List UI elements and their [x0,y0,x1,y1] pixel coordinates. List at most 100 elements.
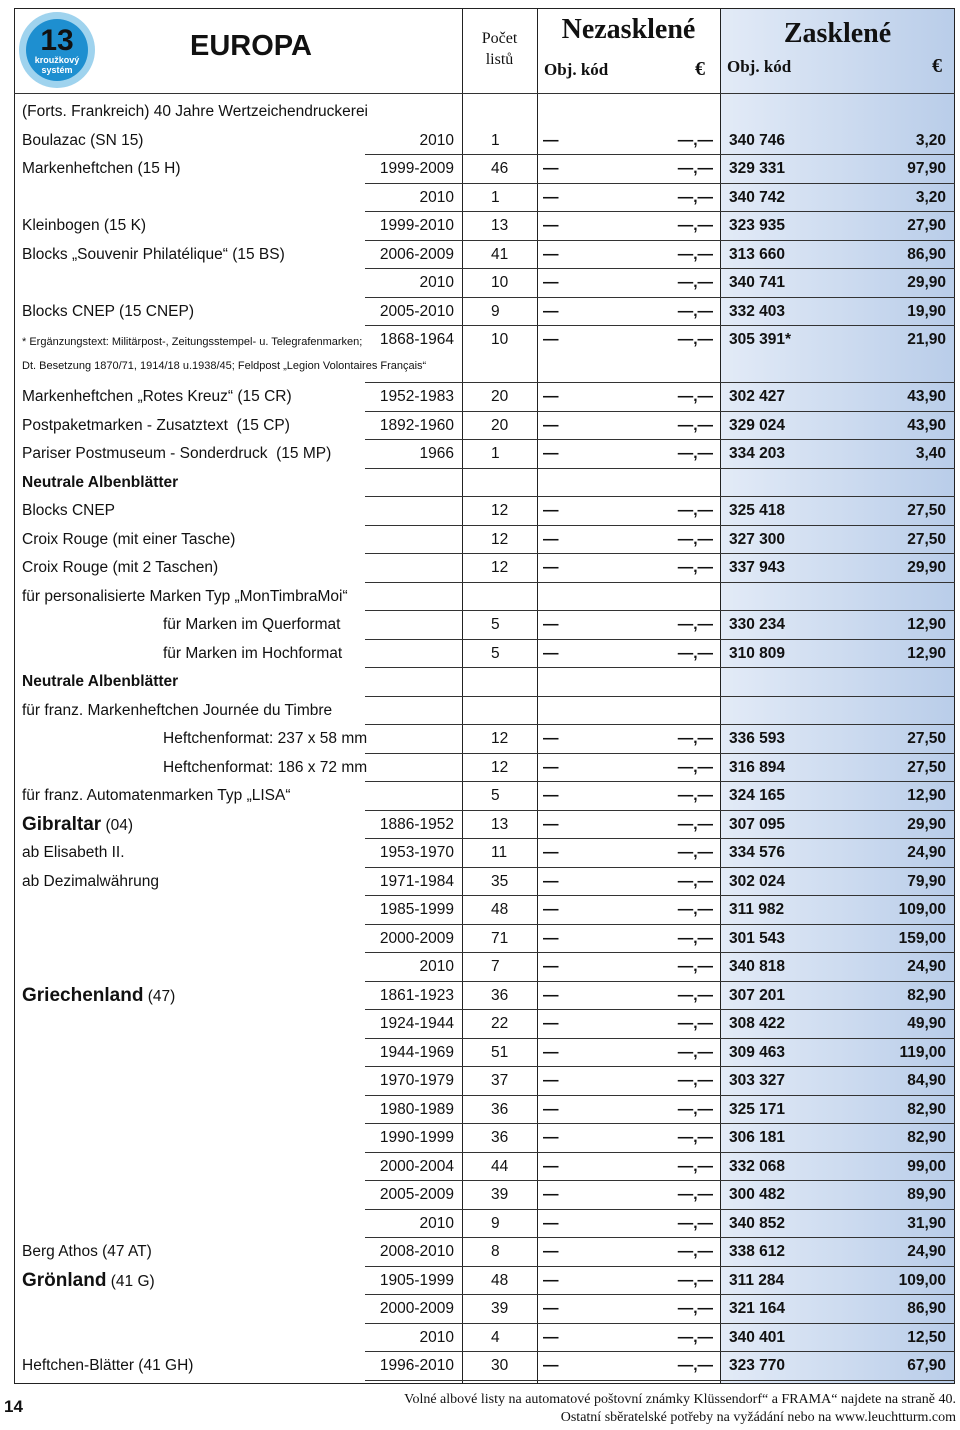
country-code: (41 G) [106,1272,155,1290]
year: 1952-1983 [379,388,454,405]
price: 97,90 [907,160,946,177]
code: 334 576 [729,844,786,861]
price: 24,90 [907,958,946,975]
unglazed-price: —,— [677,331,713,348]
price: 82,90 [907,1100,946,1118]
unglazed-price: —,— [677,388,713,405]
unglazed-price: —,— [677,274,713,291]
price: 29,90 [907,274,946,291]
row-line [365,695,955,697]
unglazed-code: — [543,644,559,662]
unglazed-price: —,— [677,302,713,320]
code: 311 982 [729,901,785,918]
country-entry: Griechenland (47) [22,982,175,1011]
count: 36 [491,1100,509,1118]
code-label: Obj. kód [727,57,792,76]
price: 49,90 [907,1015,946,1032]
row-line [365,667,955,668]
code: 340 741 [729,274,786,291]
row-line [365,325,955,326]
count: 37 [491,1072,509,1089]
year: 1892-1960 [379,416,454,434]
price: 86,90 [907,245,946,263]
year: 1966 [419,445,454,462]
unglazed-price: —,— [677,815,713,833]
price: 24,90 [907,844,946,861]
count: 20 [491,416,509,434]
row-line [365,952,955,953]
unglazed-price: —,— [677,986,713,1004]
price: 159,00 [898,929,946,947]
unglazed-code: — [543,929,559,947]
unglazed-code: — [543,302,559,320]
price: 12,50 [907,1328,946,1346]
code: 336 593 [729,730,786,747]
price: 12,90 [907,616,946,633]
count: 30 [491,1357,509,1374]
row-line [365,610,955,611]
count: 12 [491,758,509,776]
footer-text: Ostatní sběratelské potřeby na vyžádání … [560,1410,956,1425]
row-line [365,895,955,896]
price: 43,90 [907,416,946,434]
code: 340 401 [729,1328,786,1346]
unglazed-price: —,— [677,131,713,149]
unglazed-price: —,— [677,217,713,234]
unglazed-code: — [543,416,559,434]
description: Blocks CNEP [22,502,116,519]
year: 2010 [419,1214,454,1232]
description: Blocks CNEP (15 CNEP) [22,302,194,320]
year: 1944-1969 [379,1043,454,1061]
unglazed-code: — [543,872,559,890]
code: 334 203 [729,445,786,462]
code: 327 300 [729,530,786,548]
unglazed-price: —,— [677,730,713,747]
footer-text: Volné albové listy na automatové poštovn… [404,1392,956,1407]
title: EUROPA [190,30,312,62]
page-number: 14 [4,1397,23,1416]
description: Blocks „Souvenir Philatélique“ (15 BS) [22,245,285,263]
heading: Neutrale Albenblätter [22,673,179,690]
description: Boulazac (SN 15) [22,131,144,149]
row-line [365,781,955,782]
year: 1868-1964 [379,331,454,348]
row-line [365,581,955,583]
unglazed-price: —,— [677,929,713,947]
unglazed-code: — [543,901,559,918]
row-line [365,1180,955,1181]
unglazed-code: — [543,1043,559,1061]
count: 7 [491,958,500,975]
description: Croix Rouge (mit einer Tasche) [22,530,236,548]
unglazed-code: — [543,530,559,548]
country: Gibraltar [22,813,102,835]
unglazed-price: —,— [677,502,713,519]
code: 323 770 [729,1357,786,1374]
count: 1 [491,131,500,149]
unglazed-code: — [543,1243,559,1260]
count: 9 [491,1214,500,1232]
year: 1953-1970 [379,844,454,861]
currency: € [932,55,942,77]
count: 13 [491,815,509,833]
count: 41 [491,245,509,263]
unglazed-price: —,— [677,1072,713,1089]
description: für franz. Markenheftchen Journée du Tim… [22,701,333,719]
row-line [365,1123,955,1124]
unglazed-code: — [543,1328,559,1346]
unglazed-price: —,— [677,1043,713,1061]
count-label: listů [485,51,514,68]
unglazed-price: —,— [677,1214,713,1232]
count: 8 [491,1243,500,1260]
price: 109,00 [898,901,946,918]
note: Dt. Besetzung 1870/71, 1914/18 u.1938/45… [22,360,427,372]
unglazed-price: —,— [677,1186,713,1203]
year: 2000-2009 [379,1300,454,1317]
description: für personalisierte Marken Typ „MonTimbr… [22,587,348,605]
count: 12 [491,559,509,576]
price: 79,90 [907,872,946,890]
price: 43,90 [907,388,946,405]
row-line [365,239,955,241]
year: 1861-1923 [379,986,454,1004]
unglazed-code: — [543,1214,559,1232]
